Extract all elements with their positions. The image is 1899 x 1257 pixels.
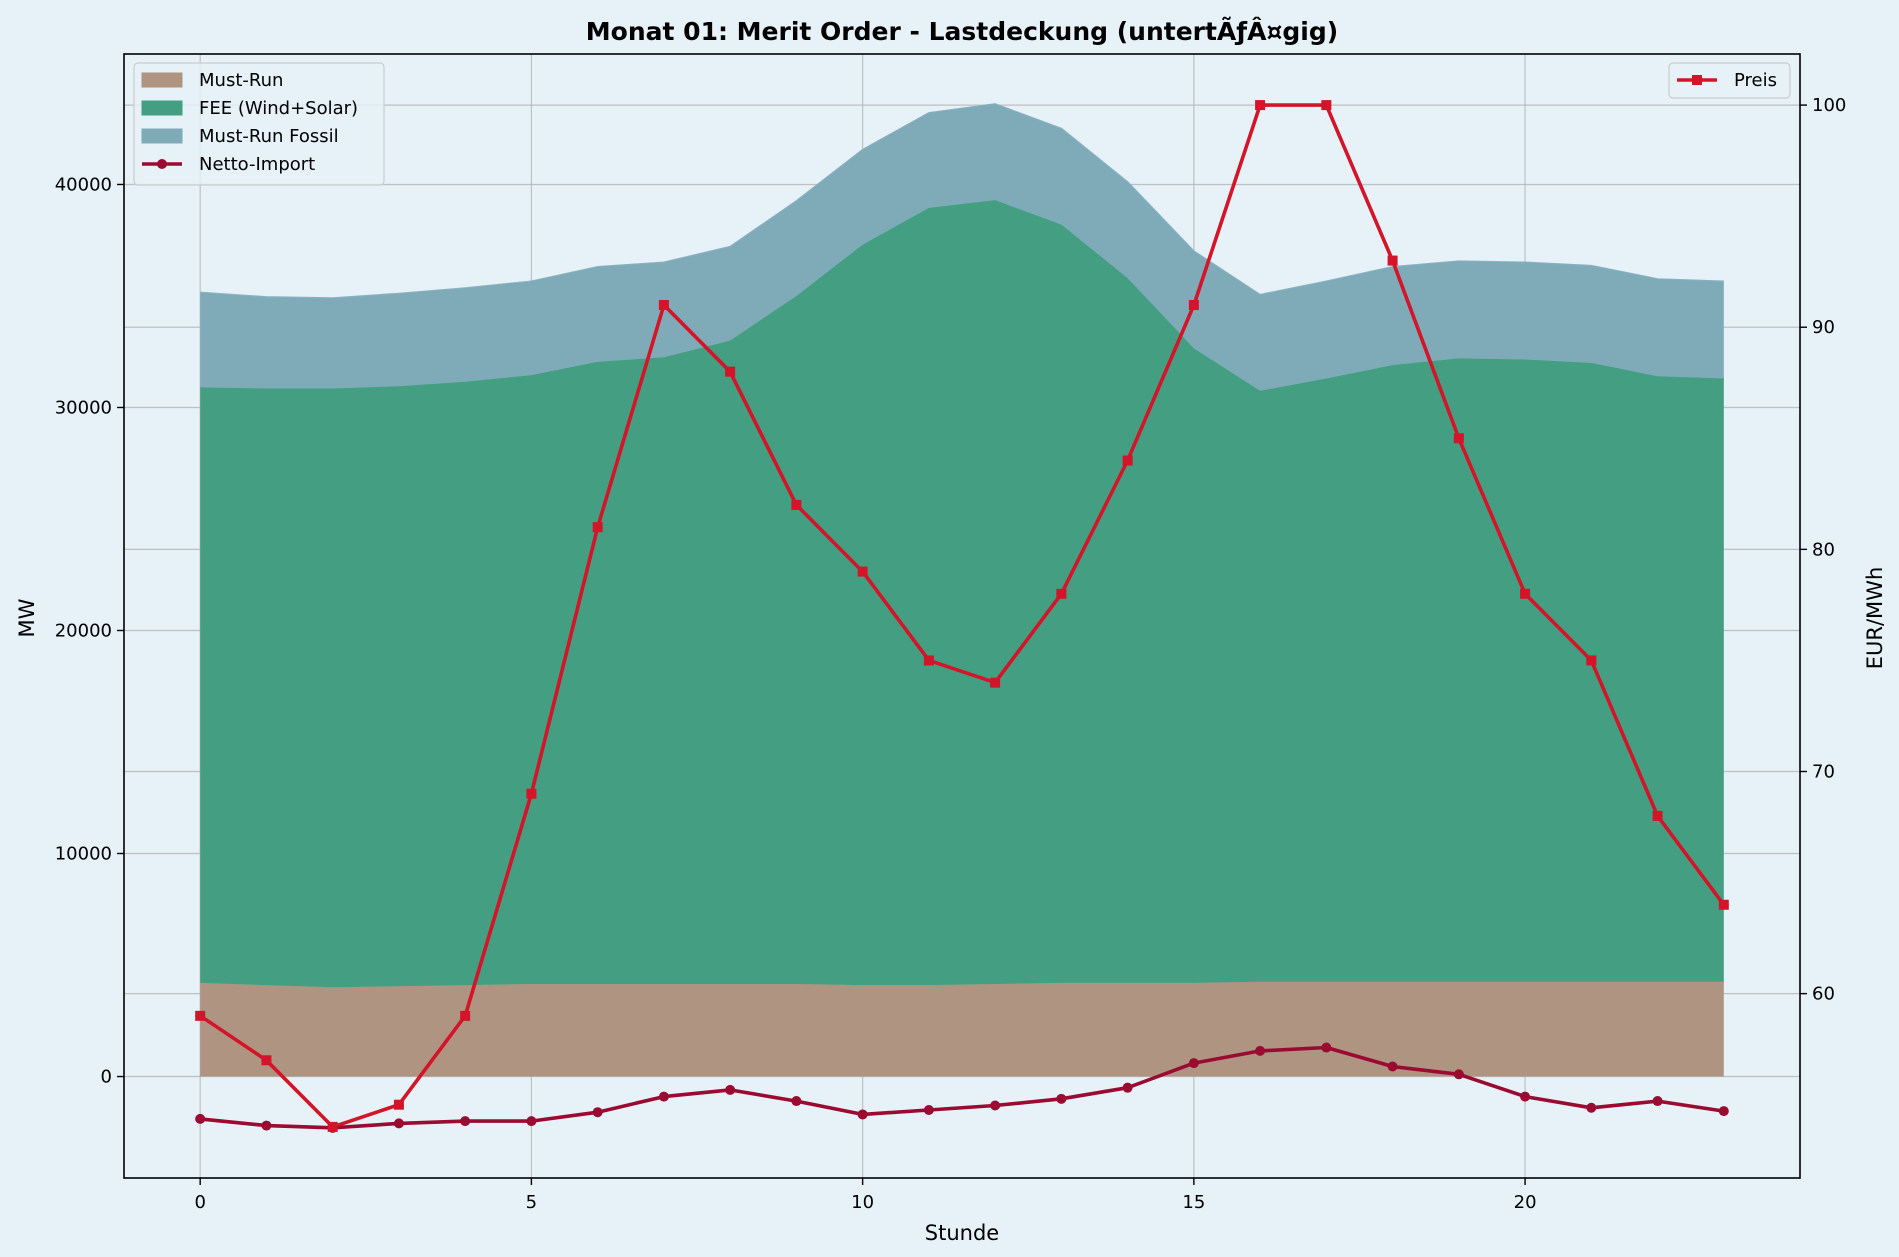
- point-preis: [923, 655, 934, 666]
- point-netto-import: [1718, 1106, 1729, 1117]
- point-preis: [1718, 899, 1729, 910]
- point-netto-import: [1122, 1082, 1133, 1093]
- y2-tick-label: 60: [1812, 984, 1835, 1005]
- legend-label: Must-Run: [199, 70, 283, 91]
- y-axis-label: MW: [15, 598, 39, 637]
- line-preis: [199, 103, 1726, 1129]
- plot-frame: [123, 53, 1801, 1179]
- legend-right: Preis: [1668, 62, 1791, 99]
- stacked-areas: [200, 103, 1724, 1077]
- y-tick-label: 10000: [55, 844, 112, 865]
- x-tick-label: 0: [194, 1192, 205, 1213]
- line-netto-import: [200, 1045, 1725, 1130]
- point-netto-import: [1321, 1042, 1332, 1053]
- point-preis: [526, 788, 537, 799]
- point-netto-import: [261, 1120, 272, 1131]
- point-preis: [1520, 588, 1531, 599]
- legend-label: Must-Run Fossil: [199, 126, 339, 147]
- point-netto-import: [195, 1113, 206, 1124]
- point-preis: [327, 1121, 338, 1132]
- point-preis: [261, 1055, 272, 1066]
- point-netto-import: [1255, 1045, 1266, 1056]
- point-netto-import: [658, 1091, 669, 1102]
- y-tick-label: 30000: [55, 397, 112, 418]
- point-netto-import: [460, 1116, 471, 1127]
- point-preis: [857, 566, 868, 577]
- y-tick-label: 0: [101, 1067, 112, 1088]
- axis-ticks: 0 5 10 15 20 0 10000 20000 30000 40000 60 70 80 90 100: [55, 95, 1847, 1213]
- point-netto-import: [791, 1096, 802, 1107]
- point-netto-import: [725, 1084, 736, 1095]
- point-netto-import: [1453, 1069, 1464, 1080]
- legend-label: FEE (Wind+Solar): [199, 98, 358, 119]
- point-netto-import: [393, 1118, 404, 1129]
- point-preis: [1652, 810, 1663, 821]
- point-preis: [1321, 100, 1332, 111]
- line-series: [195, 100, 1729, 1133]
- x-tick-label: 15: [1182, 1192, 1205, 1213]
- point-preis: [1255, 100, 1266, 111]
- legend-swatch: [141, 128, 183, 144]
- legend-box: [133, 62, 385, 186]
- legend-label: Preis: [1734, 70, 1777, 91]
- point-netto-import: [1188, 1058, 1199, 1069]
- point-preis: [592, 522, 603, 533]
- legend-label: Netto-Import: [199, 154, 315, 175]
- point-netto-import: [1520, 1091, 1531, 1102]
- point-preis: [658, 300, 669, 311]
- point-netto-import: [923, 1104, 934, 1115]
- legend-marker: [1692, 75, 1702, 85]
- area-edge: [200, 103, 1724, 300]
- point-netto-import: [1056, 1093, 1067, 1104]
- y2-tick-label: 80: [1812, 539, 1835, 560]
- chart-title: Monat 01: Merit Order - Lastdeckung (unt…: [586, 17, 1338, 46]
- point-netto-import: [1586, 1102, 1597, 1113]
- point-preis: [195, 1010, 206, 1021]
- point-netto-import: [526, 1116, 537, 1127]
- point-netto-import: [990, 1100, 1001, 1111]
- point-preis: [1586, 655, 1597, 666]
- area-must-run-fossil: [200, 104, 1724, 391]
- y-tick-label: 20000: [55, 620, 112, 641]
- point-preis: [1453, 433, 1464, 444]
- area-fee-wind-solar: [200, 200, 1724, 988]
- y2-tick-label: 90: [1812, 317, 1835, 338]
- point-netto-import: [1652, 1096, 1663, 1107]
- y2-tick-label: 100: [1812, 95, 1846, 116]
- y2-tick-label: 70: [1812, 761, 1835, 782]
- y2-axis-label: EUR/MWh: [1863, 567, 1887, 670]
- point-preis: [393, 1099, 404, 1110]
- legend-marker: [157, 159, 167, 169]
- legend-swatch: [141, 100, 183, 116]
- point-preis: [1056, 588, 1067, 599]
- legend-swatch: [141, 72, 183, 88]
- point-preis: [460, 1010, 471, 1021]
- x-tick-label: 10: [851, 1192, 874, 1213]
- point-netto-import: [857, 1109, 868, 1120]
- point-preis: [1387, 255, 1398, 266]
- point-preis: [990, 677, 1001, 688]
- point-netto-import: [1387, 1061, 1398, 1072]
- legend-left: Must-Run FEE (Wind+Solar) Must-Run Fossil N…: [133, 62, 385, 186]
- x-axis-label: Stunde: [925, 1221, 999, 1245]
- point-preis: [1188, 300, 1199, 311]
- point-netto-import: [592, 1107, 603, 1118]
- legend-box-right: [1668, 62, 1791, 99]
- x-tick-label: 5: [526, 1192, 537, 1213]
- y-tick-label: 40000: [55, 174, 112, 195]
- point-preis: [1122, 455, 1133, 466]
- x-tick-label: 20: [1514, 1192, 1537, 1213]
- point-preis: [725, 366, 736, 377]
- point-preis: [791, 499, 802, 510]
